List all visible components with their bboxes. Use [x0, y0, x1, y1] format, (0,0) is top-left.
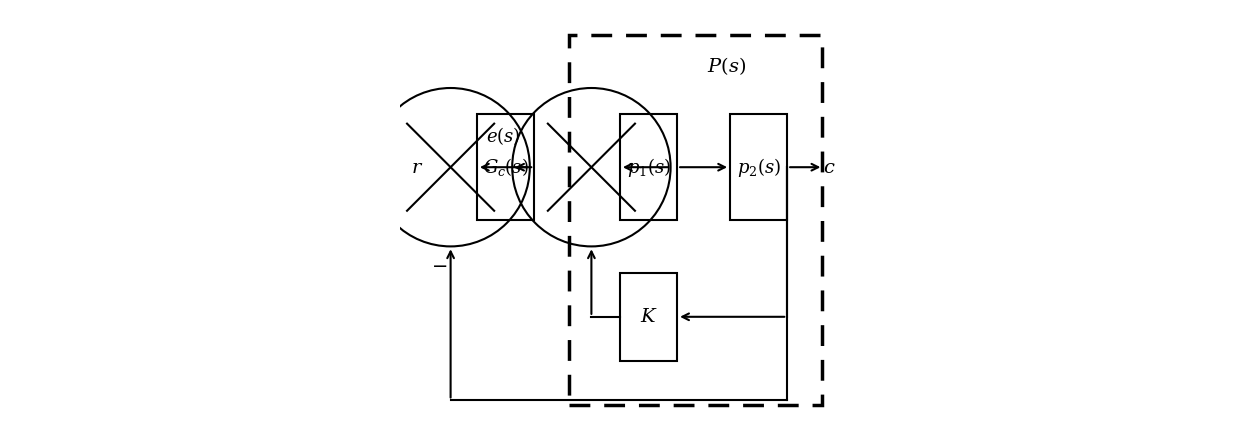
FancyBboxPatch shape: [620, 273, 677, 361]
FancyBboxPatch shape: [477, 114, 534, 220]
Text: $p_2(s)$: $p_2(s)$: [737, 156, 780, 179]
FancyBboxPatch shape: [620, 114, 677, 220]
Text: $K$: $K$: [640, 307, 657, 326]
Text: $p_1(s)$: $p_1(s)$: [626, 156, 671, 179]
FancyBboxPatch shape: [730, 114, 787, 220]
Text: $r$: $r$: [412, 158, 424, 177]
Text: $e(s)$: $e(s)$: [486, 125, 521, 147]
Text: $G_c(s)$: $G_c(s)$: [482, 156, 528, 178]
Text: $c$: $c$: [822, 158, 836, 177]
Text: $P(s)$: $P(s)$: [707, 55, 745, 77]
Text: $-$: $-$: [432, 254, 448, 274]
